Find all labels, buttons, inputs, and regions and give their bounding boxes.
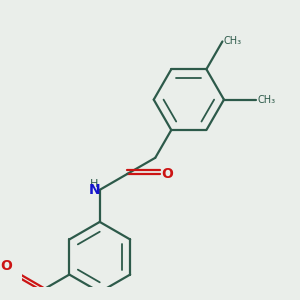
Text: H: H xyxy=(90,179,98,189)
Text: N: N xyxy=(89,183,100,197)
Text: O: O xyxy=(0,259,12,273)
Text: O: O xyxy=(161,167,173,181)
Text: CH₃: CH₃ xyxy=(257,94,276,105)
Text: CH₃: CH₃ xyxy=(224,37,242,46)
